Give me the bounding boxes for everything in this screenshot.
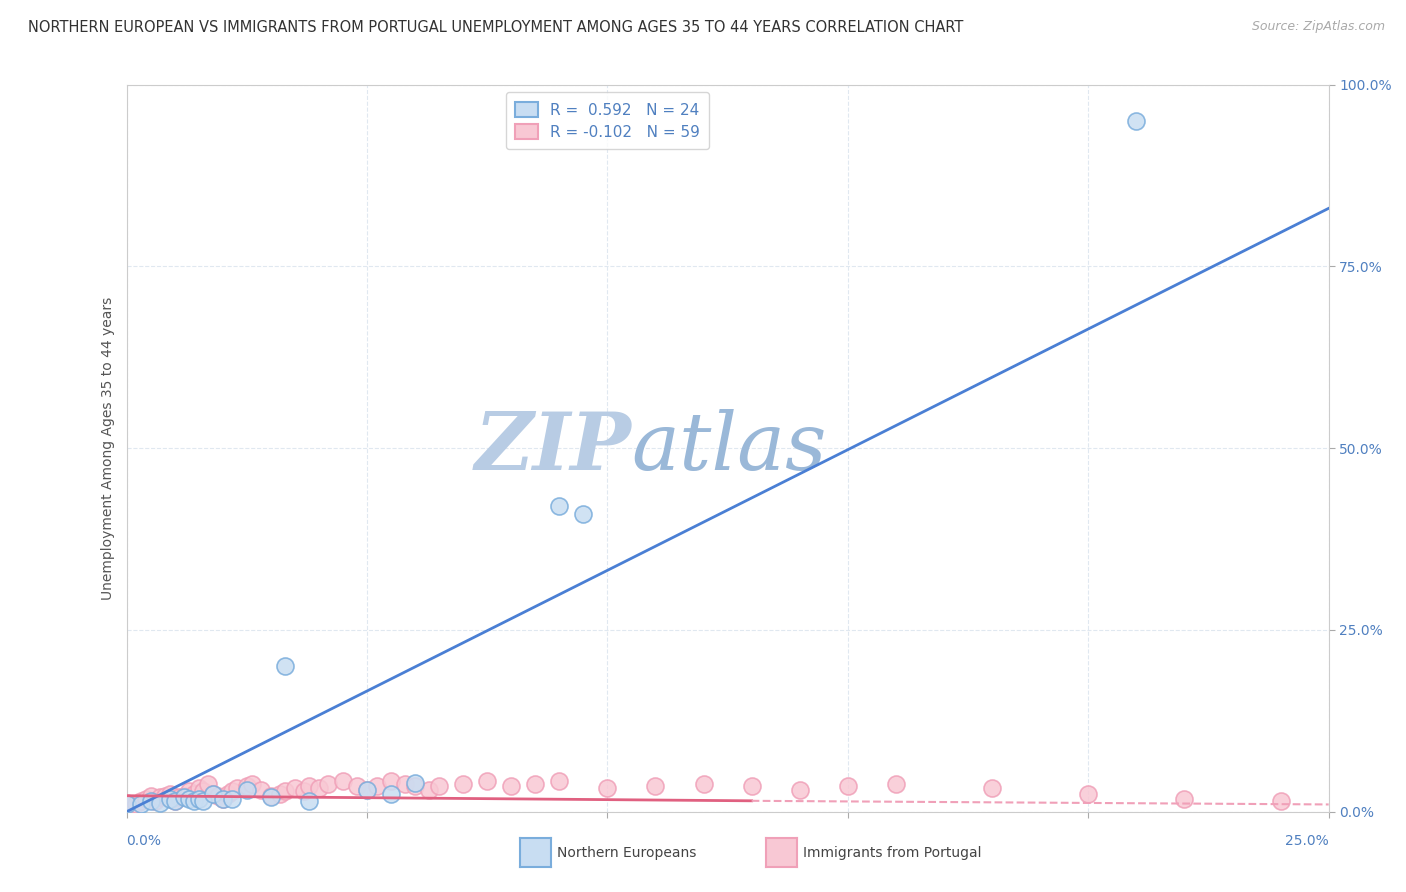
Point — [187, 781, 209, 796]
Text: atlas: atlas — [631, 409, 827, 487]
Point — [221, 784, 243, 798]
Text: 25.0%: 25.0% — [1285, 834, 1329, 848]
Point — [211, 791, 233, 805]
Y-axis label: Unemployment Among Ages 35 to 44 years: Unemployment Among Ages 35 to 44 years — [101, 297, 115, 599]
Point — [217, 787, 239, 801]
Point — [139, 794, 162, 808]
Point — [183, 787, 205, 801]
Point — [524, 777, 547, 791]
Point — [135, 791, 157, 805]
Point — [789, 783, 811, 797]
Point — [163, 794, 186, 808]
Point — [221, 791, 243, 805]
Point — [269, 787, 291, 801]
Point — [240, 777, 263, 791]
Point — [404, 775, 426, 789]
Point — [173, 790, 195, 805]
Point — [226, 781, 249, 796]
Point — [332, 774, 354, 789]
Point — [366, 779, 388, 793]
Point — [115, 797, 138, 812]
Point — [346, 779, 368, 793]
Text: NORTHERN EUROPEAN VS IMMIGRANTS FROM PORTUGAL UNEMPLOYMENT AMONG AGES 35 TO 44 Y: NORTHERN EUROPEAN VS IMMIGRANTS FROM POR… — [28, 20, 963, 35]
Text: Source: ZipAtlas.com: Source: ZipAtlas.com — [1251, 20, 1385, 33]
Point — [211, 791, 233, 805]
Point — [1077, 787, 1099, 801]
Point — [235, 779, 259, 793]
Point — [501, 779, 523, 793]
Text: 0.0%: 0.0% — [127, 834, 162, 848]
Point — [427, 779, 450, 793]
Point — [356, 783, 378, 797]
Point — [884, 777, 907, 791]
Point — [197, 777, 219, 791]
Point — [129, 797, 152, 812]
Text: Immigrants from Portugal: Immigrants from Portugal — [803, 846, 981, 860]
Point — [644, 779, 666, 793]
Point — [177, 791, 200, 805]
Point — [981, 781, 1004, 796]
Point — [149, 796, 172, 810]
Point — [380, 774, 402, 789]
Point — [298, 779, 321, 793]
Point — [596, 781, 619, 796]
Text: Northern Europeans: Northern Europeans — [557, 846, 696, 860]
Point — [1173, 791, 1195, 805]
Point — [837, 779, 859, 793]
Point — [1270, 794, 1292, 808]
Point — [187, 791, 209, 805]
Point — [129, 794, 152, 808]
Point — [356, 783, 378, 797]
Point — [284, 781, 307, 796]
Point — [193, 784, 215, 798]
Point — [159, 791, 181, 805]
Text: ZIP: ZIP — [475, 409, 631, 487]
Point — [1125, 114, 1147, 128]
Point — [115, 796, 138, 810]
Point — [548, 774, 571, 789]
Point — [404, 779, 426, 793]
Point — [274, 784, 297, 798]
Point — [260, 790, 283, 805]
Point — [207, 789, 229, 803]
Point — [235, 783, 259, 797]
Point — [163, 794, 186, 808]
Point — [260, 789, 283, 803]
Point — [250, 783, 273, 797]
Point — [159, 787, 181, 801]
Point — [318, 777, 340, 791]
Point — [169, 790, 191, 805]
Point — [149, 790, 172, 805]
Point — [692, 777, 714, 791]
Point — [308, 781, 330, 796]
Point — [451, 777, 474, 791]
Point — [741, 779, 763, 793]
Point — [125, 797, 148, 812]
Point — [202, 787, 225, 801]
Point — [572, 507, 595, 521]
Point — [139, 789, 162, 803]
Point — [394, 777, 416, 791]
Point — [298, 794, 321, 808]
Point — [193, 794, 215, 808]
Point — [145, 794, 167, 808]
Point — [274, 659, 297, 673]
Point — [202, 787, 225, 801]
Point — [153, 789, 176, 803]
Point — [380, 787, 402, 801]
Point — [183, 794, 205, 808]
Point — [475, 774, 498, 789]
Legend: R =  0.592   N = 24, R = -0.102   N = 59: R = 0.592 N = 24, R = -0.102 N = 59 — [506, 93, 709, 149]
Point — [418, 783, 440, 797]
Point — [177, 784, 200, 798]
Point — [548, 500, 571, 514]
Point — [173, 789, 195, 803]
Point — [294, 784, 316, 798]
